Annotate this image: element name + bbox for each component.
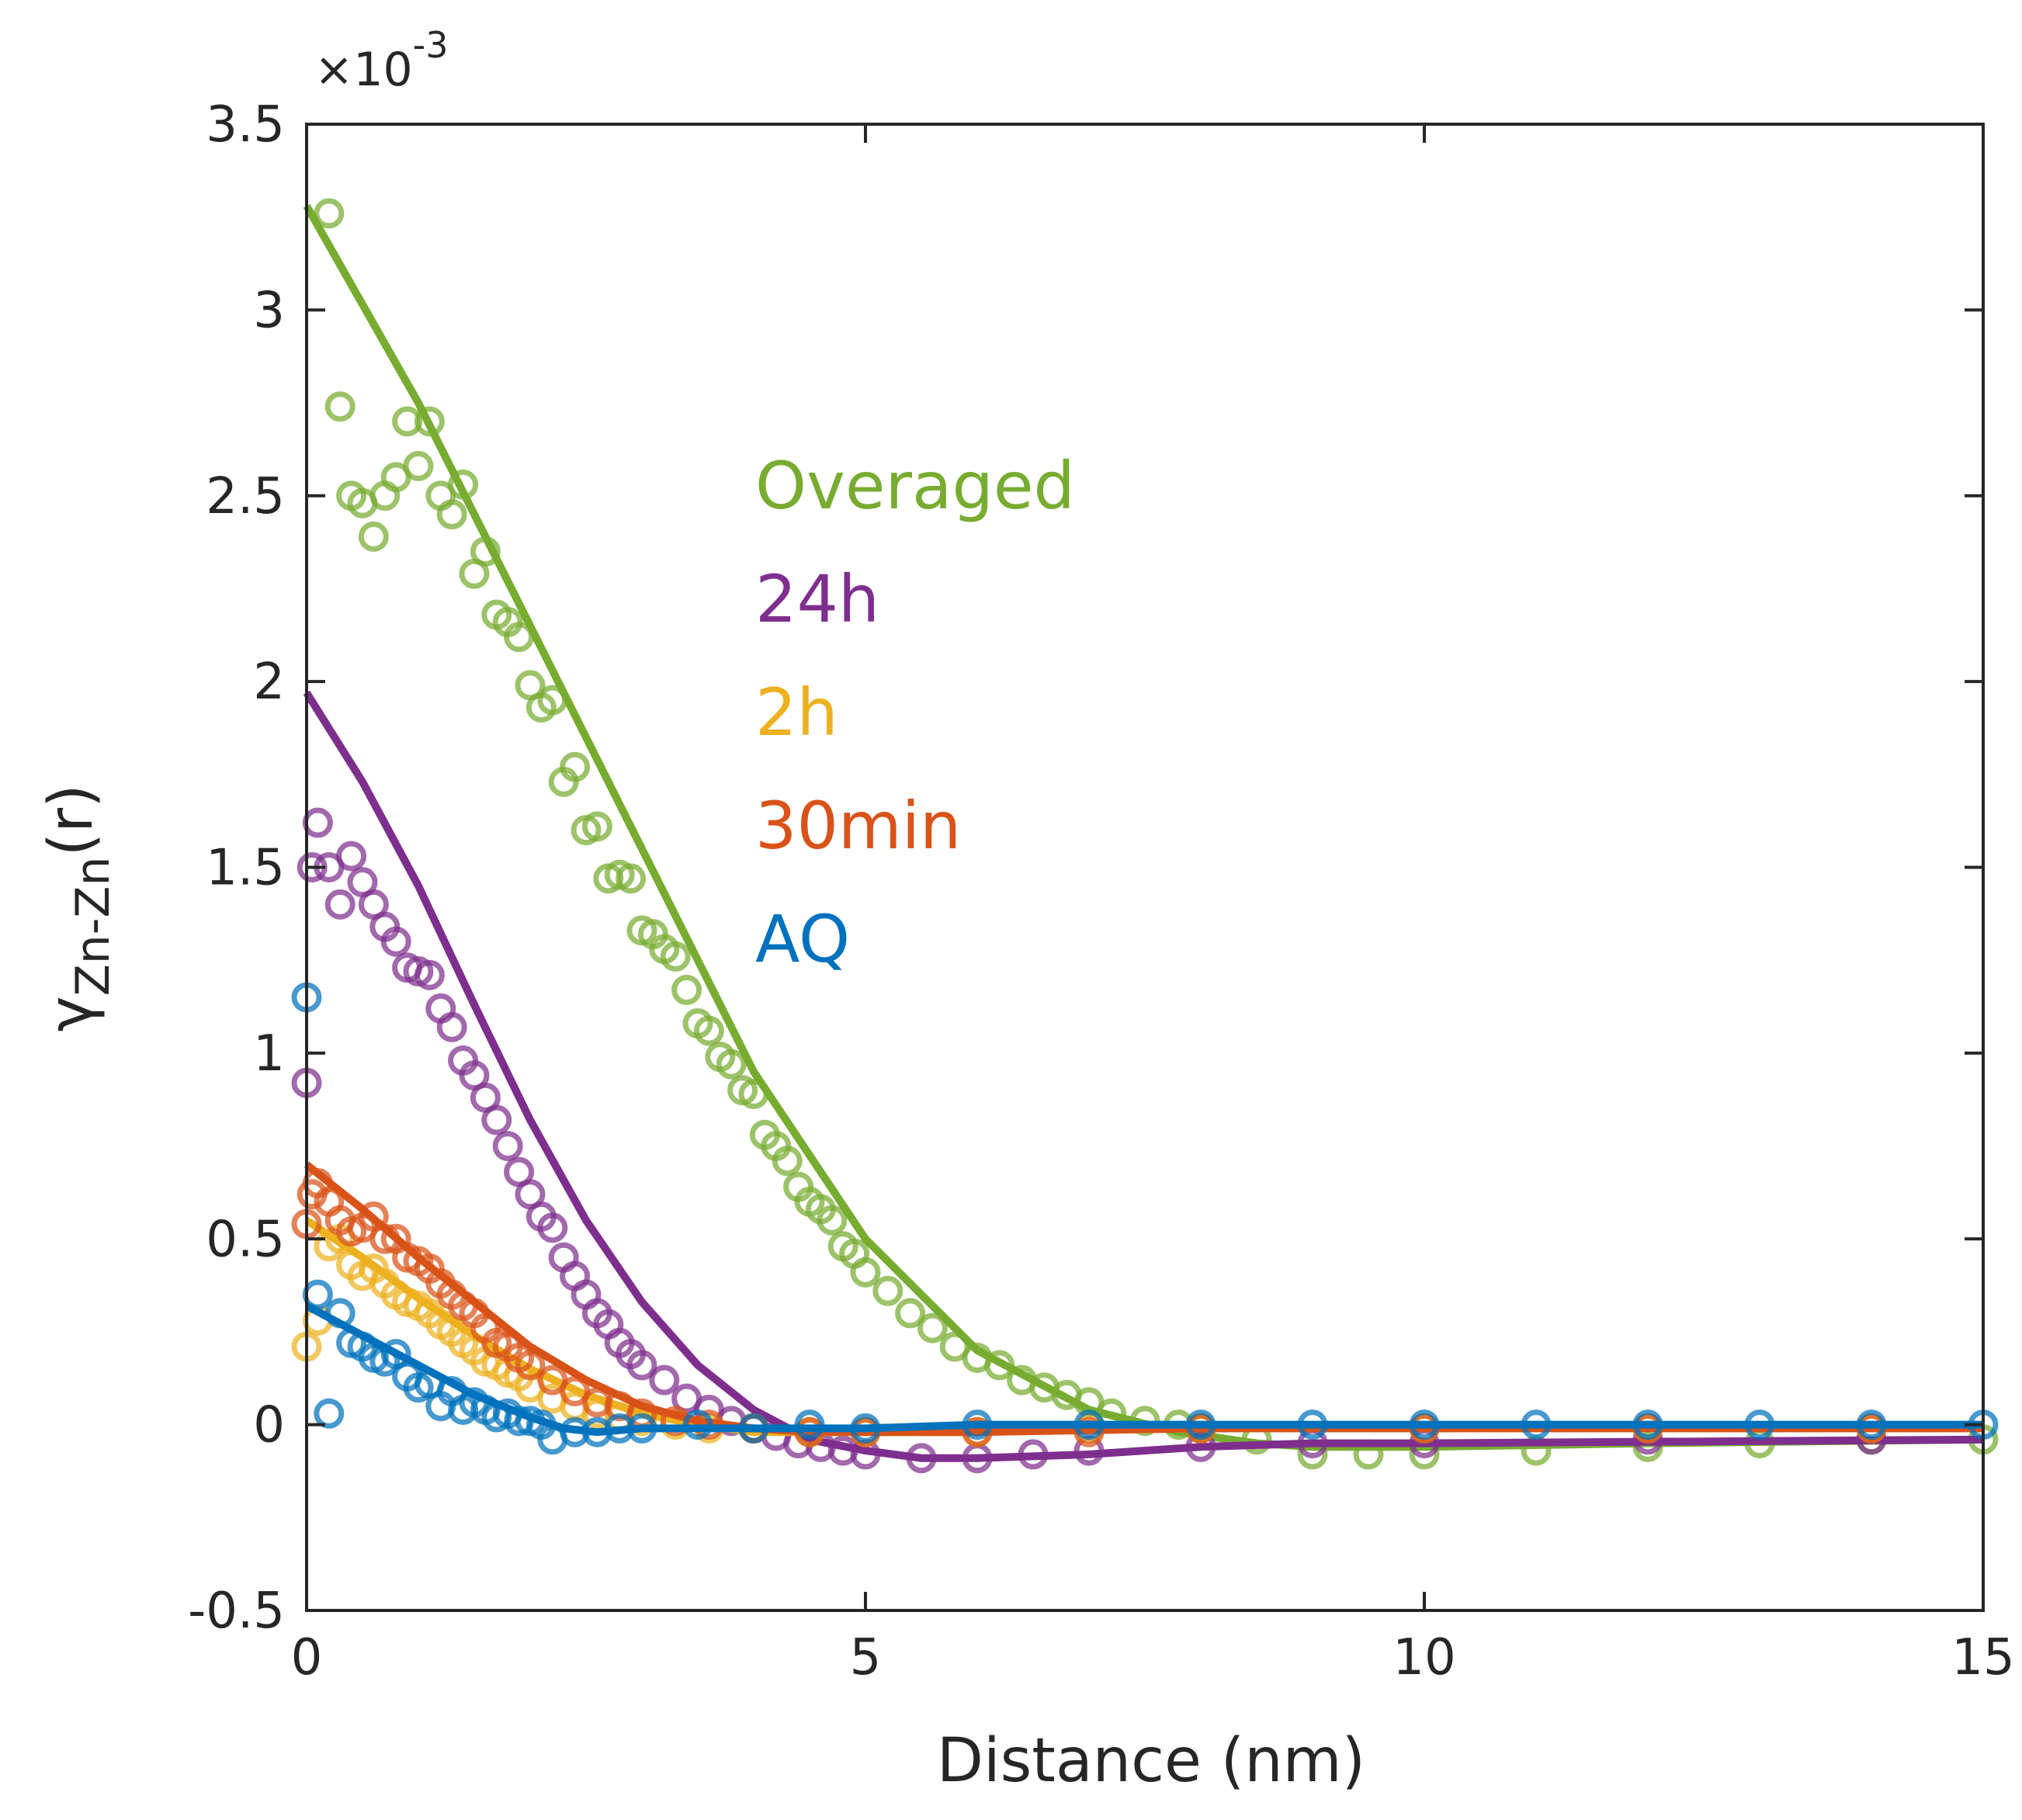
y-axis-title: γZn-Zn(r) [36, 784, 120, 1031]
series-aq [291, 982, 1999, 1455]
data-point-24h [537, 1212, 568, 1243]
fit-line-30min [303, 1161, 1983, 1437]
y-axis-multiplier-exponent: -3 [413, 24, 449, 66]
data-point-24h [336, 841, 367, 872]
legend-label-overaged: Overaged [755, 448, 1075, 524]
data-point-24h [380, 926, 411, 957]
data-point-overaged [895, 1298, 926, 1329]
y-axis-title-symbol: γ [36, 996, 106, 1031]
data-point-overaged [716, 1049, 747, 1080]
data-point-30min [515, 1350, 546, 1381]
legend: Overaged 24h 2h 30min AQ [755, 448, 1075, 977]
data-point-overaged [693, 1015, 724, 1046]
series-layer [291, 198, 1999, 1474]
data-point-overaged [324, 391, 355, 422]
data-point-overaged [850, 1257, 881, 1288]
data-point-overaged [436, 499, 467, 530]
data-point-aq [314, 1398, 345, 1429]
y-tick-label: 0 [253, 1397, 285, 1454]
data-point-24h [626, 1350, 657, 1381]
data-point-24h [414, 959, 445, 990]
fit-line-aq [304, 1302, 1983, 1437]
y-axis-multiplier-base: ×10 [314, 43, 413, 97]
y-tick-label: 0.5 [206, 1211, 285, 1268]
y-tick-label: 3 [253, 282, 285, 339]
x-tick-label: 15 [1951, 1629, 2014, 1687]
y-tick-label: -0.5 [188, 1583, 285, 1640]
x-tick-label: 10 [1393, 1629, 1455, 1687]
data-point-24h [649, 1364, 680, 1395]
legend-label-2h: 2h [755, 674, 838, 751]
legend-label-24h: 24h [755, 561, 879, 637]
data-point-overaged [358, 521, 389, 552]
y-axis-title-suffix: (r) [36, 784, 106, 856]
data-point-overaged [872, 1275, 903, 1306]
data-point-overaged [560, 751, 591, 782]
data-point-overaged [581, 811, 612, 842]
data-point-overaged [314, 198, 345, 229]
y-tick-label: 3.5 [206, 96, 285, 154]
data-point-overaged [772, 1146, 803, 1177]
plot-area [307, 124, 1983, 1610]
x-tick-label: 0 [291, 1629, 323, 1687]
data-point-24h [324, 889, 355, 920]
data-point-overaged [616, 863, 647, 894]
plot-background [307, 124, 1983, 1610]
x-tick-label: 5 [850, 1629, 882, 1687]
y-tick-label: 2 [253, 653, 285, 711]
legend-label-30min: 30min [755, 788, 961, 864]
data-point-overaged [817, 1205, 848, 1236]
data-point-overaged [403, 450, 434, 481]
x-axis-title: Distance (nm) [937, 1726, 1365, 1796]
axes-layer: 0 5 10 15-0.500.511.522.533.5 [188, 96, 2015, 1687]
data-point-overaged [917, 1312, 948, 1343]
data-point-24h [436, 1011, 467, 1042]
y-axis-multiplier: ×10-3 [314, 24, 449, 97]
data-point-24h [481, 1104, 512, 1135]
data-point-24h [492, 1131, 523, 1162]
legend-label-aq: AQ [755, 901, 850, 977]
data-point-overaged [671, 974, 702, 1005]
y-tick-label: 1.5 [206, 840, 285, 897]
y-tick-label: 1 [253, 1025, 285, 1083]
y-tick-label: 2.5 [206, 468, 285, 525]
data-point-overaged [414, 406, 445, 437]
y-axis-title-subscript: Zn-Zn [66, 856, 120, 996]
data-point-overaged [660, 941, 691, 972]
data-point-overaged [504, 622, 535, 653]
